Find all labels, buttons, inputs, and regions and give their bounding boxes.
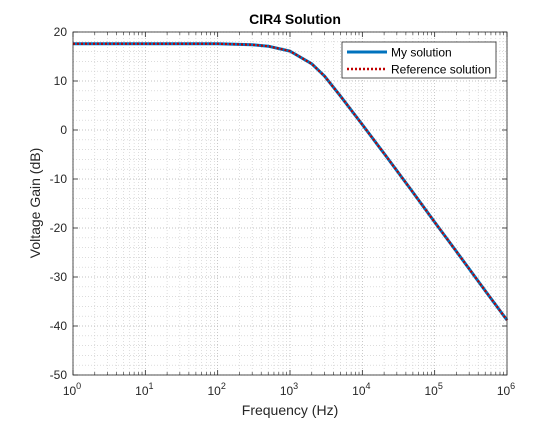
series-line-reference-solution — [73, 42, 508, 321]
legend-box — [341, 41, 497, 79]
x-tick-label: 103 — [280, 381, 298, 398]
y-tick-label: 0 — [60, 123, 67, 137]
series-group — [73, 42, 509, 322]
x-tick-label: 100 — [63, 381, 81, 398]
grid-major — [72, 31, 508, 376]
y-tick-label: 10 — [54, 74, 68, 88]
x-tick-labels: 100 101 102 103 104 105 106 — [63, 381, 515, 398]
y-tick-label: -20 — [50, 221, 68, 235]
x-tick-label: 104 — [352, 381, 370, 398]
y-tick-label: -40 — [50, 319, 68, 333]
y-axis-label: Voltage Gain (dB) — [27, 148, 43, 259]
x-tick-label: 106 — [497, 381, 515, 398]
x-tick-label: 105 — [424, 381, 442, 398]
x-axis-label: Frequency (Hz) — [242, 402, 338, 418]
y-tick-label: -30 — [50, 270, 68, 284]
axis-ticks — [72, 31, 508, 376]
x-tick-label: 101 — [135, 381, 153, 398]
y-tick-label: 20 — [54, 25, 68, 39]
legend-label-my-solution: My solution — [391, 46, 452, 60]
y-tick-labels: 20 10 0 -10 -20 -30 -40 -50 — [50, 25, 68, 382]
legend-label-reference-solution: Reference solution — [391, 63, 491, 77]
y-tick-label: -10 — [50, 172, 68, 186]
legend[interactable]: My solution Reference solution — [341, 41, 497, 79]
x-tick-label: 102 — [207, 381, 225, 398]
y-tick-label: -50 — [50, 368, 68, 382]
chart-title: CIR4 Solution — [249, 11, 341, 27]
